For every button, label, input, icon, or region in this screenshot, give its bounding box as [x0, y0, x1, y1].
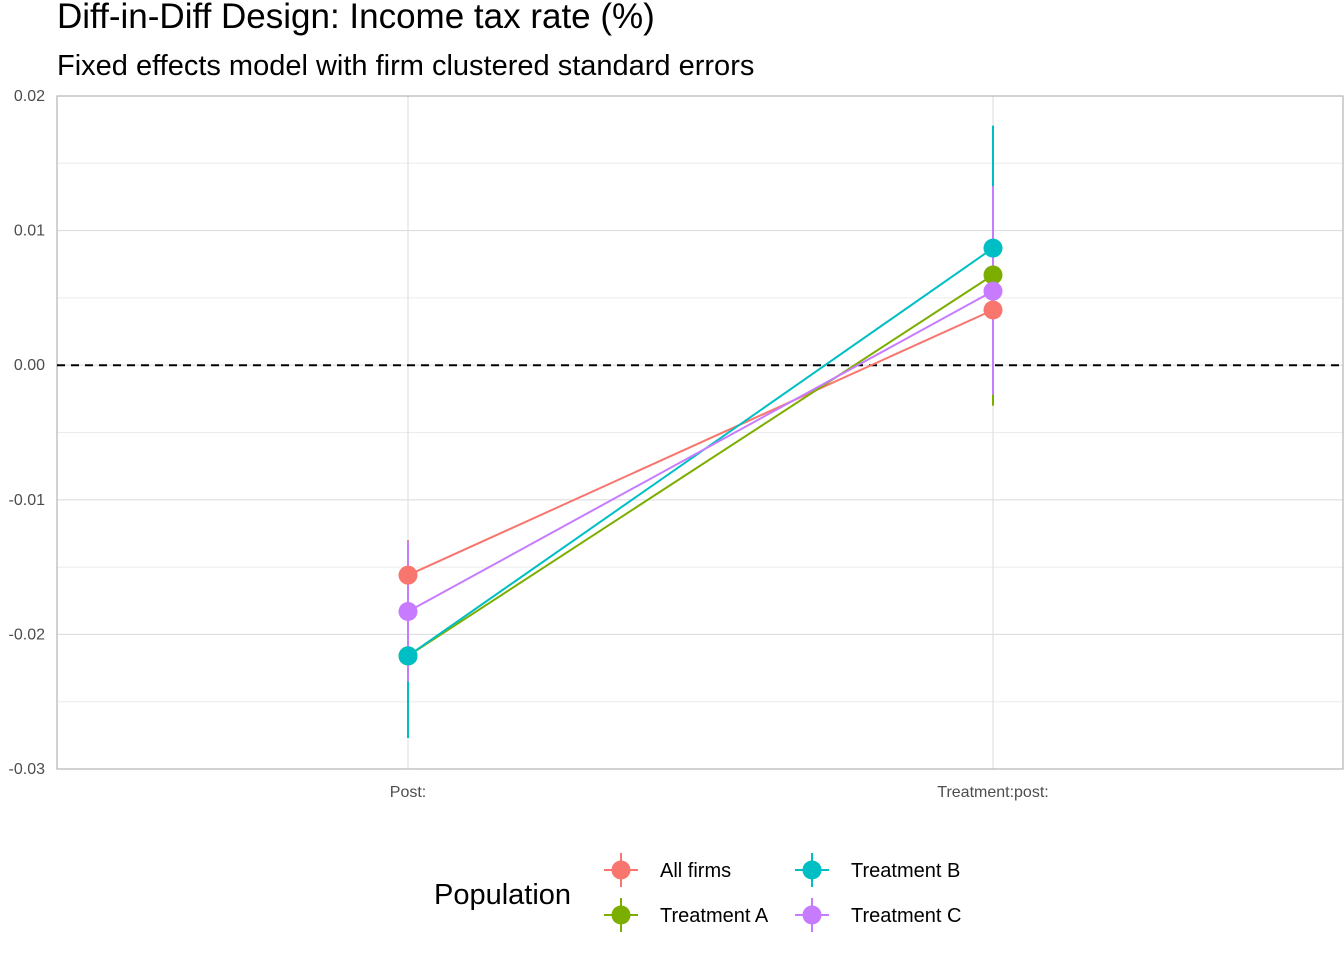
- legend-key: Treatment A: [604, 898, 769, 932]
- panel-border: [56, 95, 1344, 770]
- series-layer: [398, 125, 1003, 739]
- data-point: [983, 265, 1003, 285]
- y-tick-label: 0.02: [14, 88, 45, 105]
- legend-key: Treatment B: [795, 853, 960, 887]
- legend-key: All firms: [604, 853, 731, 887]
- y-tick-label: -0.02: [9, 626, 46, 643]
- series-line: [407, 309, 994, 577]
- legend-title: Population: [434, 879, 571, 911]
- y-tick-label: 0.00: [14, 357, 45, 374]
- series-line: [407, 274, 994, 657]
- legend-label: Treatment C: [851, 905, 961, 927]
- series-line: [407, 290, 994, 613]
- chart-subtitle: Fixed effects model with firm clustered …: [57, 50, 754, 82]
- legend-key-point: [802, 860, 822, 880]
- x-tick-label: Post:: [390, 784, 426, 801]
- data-point: [398, 565, 418, 585]
- series-group: [407, 125, 994, 739]
- y-tick-label: -0.03: [9, 761, 46, 778]
- series-group: [407, 213, 994, 609]
- y-tick-label: -0.01: [9, 492, 46, 509]
- data-point: [983, 238, 1003, 258]
- axis-layer: 0.02 0.01 0.00 -0.01 -0.02 -0.03 Post: Treatmen…: [9, 88, 1344, 801]
- legend-key-point: [802, 905, 822, 925]
- legend-key: Treatment C: [795, 898, 961, 932]
- data-point: [398, 602, 418, 622]
- data-point: [983, 300, 1003, 320]
- legend: Population All firms Treatment A Treatment…: [434, 853, 961, 932]
- series-group: [407, 186, 994, 682]
- legend-label: Treatment A: [660, 905, 769, 927]
- y-tick-label: 0.01: [14, 223, 45, 240]
- data-point: [983, 281, 1003, 301]
- grid-layer: [57, 95, 1343, 770]
- legend-key-point: [611, 905, 631, 925]
- data-point: [398, 646, 418, 666]
- legend-key-point: [611, 860, 631, 880]
- x-tick-label: Treatment:post:: [937, 784, 1048, 801]
- chart-title: Diff-in-Diff Design: Income tax rate (%): [57, 0, 655, 36]
- legend-label: All firms: [660, 860, 731, 882]
- legend-label: Treatment B: [851, 860, 960, 882]
